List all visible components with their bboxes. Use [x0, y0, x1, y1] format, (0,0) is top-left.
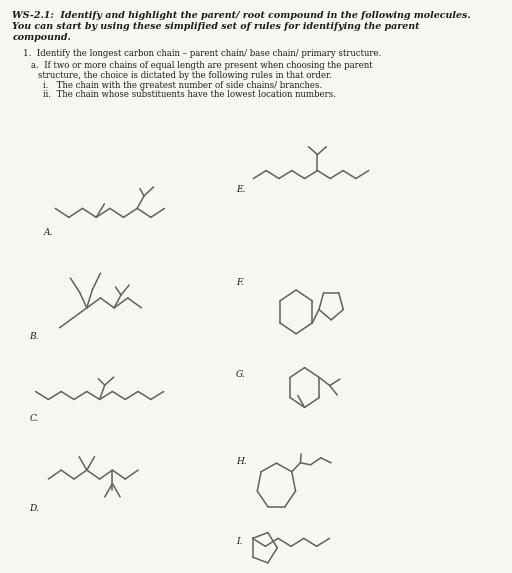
Text: a.  If two or more chains of equal length are present when choosing the parent: a. If two or more chains of equal length… — [31, 61, 373, 70]
Text: i.   The chain with the greatest number of side chains/ branches.: i. The chain with the greatest number of… — [43, 81, 323, 90]
Text: F.: F. — [236, 278, 244, 287]
Text: H.: H. — [236, 457, 247, 466]
Text: compound.: compound. — [12, 33, 71, 42]
Text: C.: C. — [30, 414, 39, 423]
Text: G.: G. — [236, 370, 246, 379]
Text: A.: A. — [44, 228, 53, 237]
Text: B.: B. — [30, 332, 39, 341]
Text: You can start by using these simplified set of rules for identifying the parent: You can start by using these simplified … — [12, 22, 420, 32]
Text: E.: E. — [236, 186, 246, 194]
Text: structure, the choice is dictated by the following rules in that order.: structure, the choice is dictated by the… — [38, 71, 332, 80]
Text: ii.  The chain whose substituents have the lowest location numbers.: ii. The chain whose substituents have th… — [43, 90, 336, 99]
Text: D.: D. — [30, 504, 39, 513]
Text: 1.  Identify the longest carbon chain – parent chain/ base chain/ primary struct: 1. Identify the longest carbon chain – p… — [23, 49, 381, 58]
Text: I.: I. — [236, 537, 243, 545]
Text: WS-2.1:  Identify and highlight the parent/ root compound in the following molec: WS-2.1: Identify and highlight the paren… — [12, 11, 471, 20]
